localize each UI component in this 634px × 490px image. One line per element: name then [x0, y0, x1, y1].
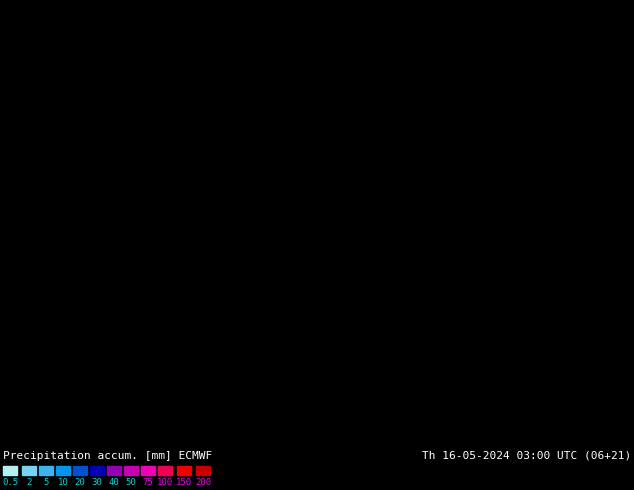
- Text: 150: 150: [176, 478, 192, 487]
- Bar: [107, 466, 121, 475]
- Text: 30: 30: [92, 478, 102, 487]
- Text: 100: 100: [157, 478, 173, 487]
- Text: Th 16-05-2024 03:00 UTC (06+21): Th 16-05-2024 03:00 UTC (06+21): [422, 451, 631, 461]
- Bar: [158, 466, 172, 475]
- Bar: [141, 466, 155, 475]
- Bar: [90, 466, 104, 475]
- Text: Precipitation accum. [mm] ECMWF: Precipitation accum. [mm] ECMWF: [3, 451, 212, 461]
- Text: 0.5: 0.5: [2, 478, 18, 487]
- Text: 50: 50: [126, 478, 136, 487]
- Bar: [39, 466, 53, 475]
- Text: 10: 10: [58, 478, 68, 487]
- Text: 20: 20: [75, 478, 86, 487]
- Bar: [22, 466, 36, 475]
- Bar: [56, 466, 70, 475]
- Text: 2: 2: [27, 478, 32, 487]
- Text: 5: 5: [43, 478, 49, 487]
- Bar: [73, 466, 87, 475]
- Text: 40: 40: [108, 478, 119, 487]
- Text: 200: 200: [195, 478, 211, 487]
- Bar: [196, 466, 210, 475]
- Bar: [124, 466, 138, 475]
- Bar: [177, 466, 191, 475]
- Bar: [3, 466, 17, 475]
- Text: 75: 75: [143, 478, 153, 487]
